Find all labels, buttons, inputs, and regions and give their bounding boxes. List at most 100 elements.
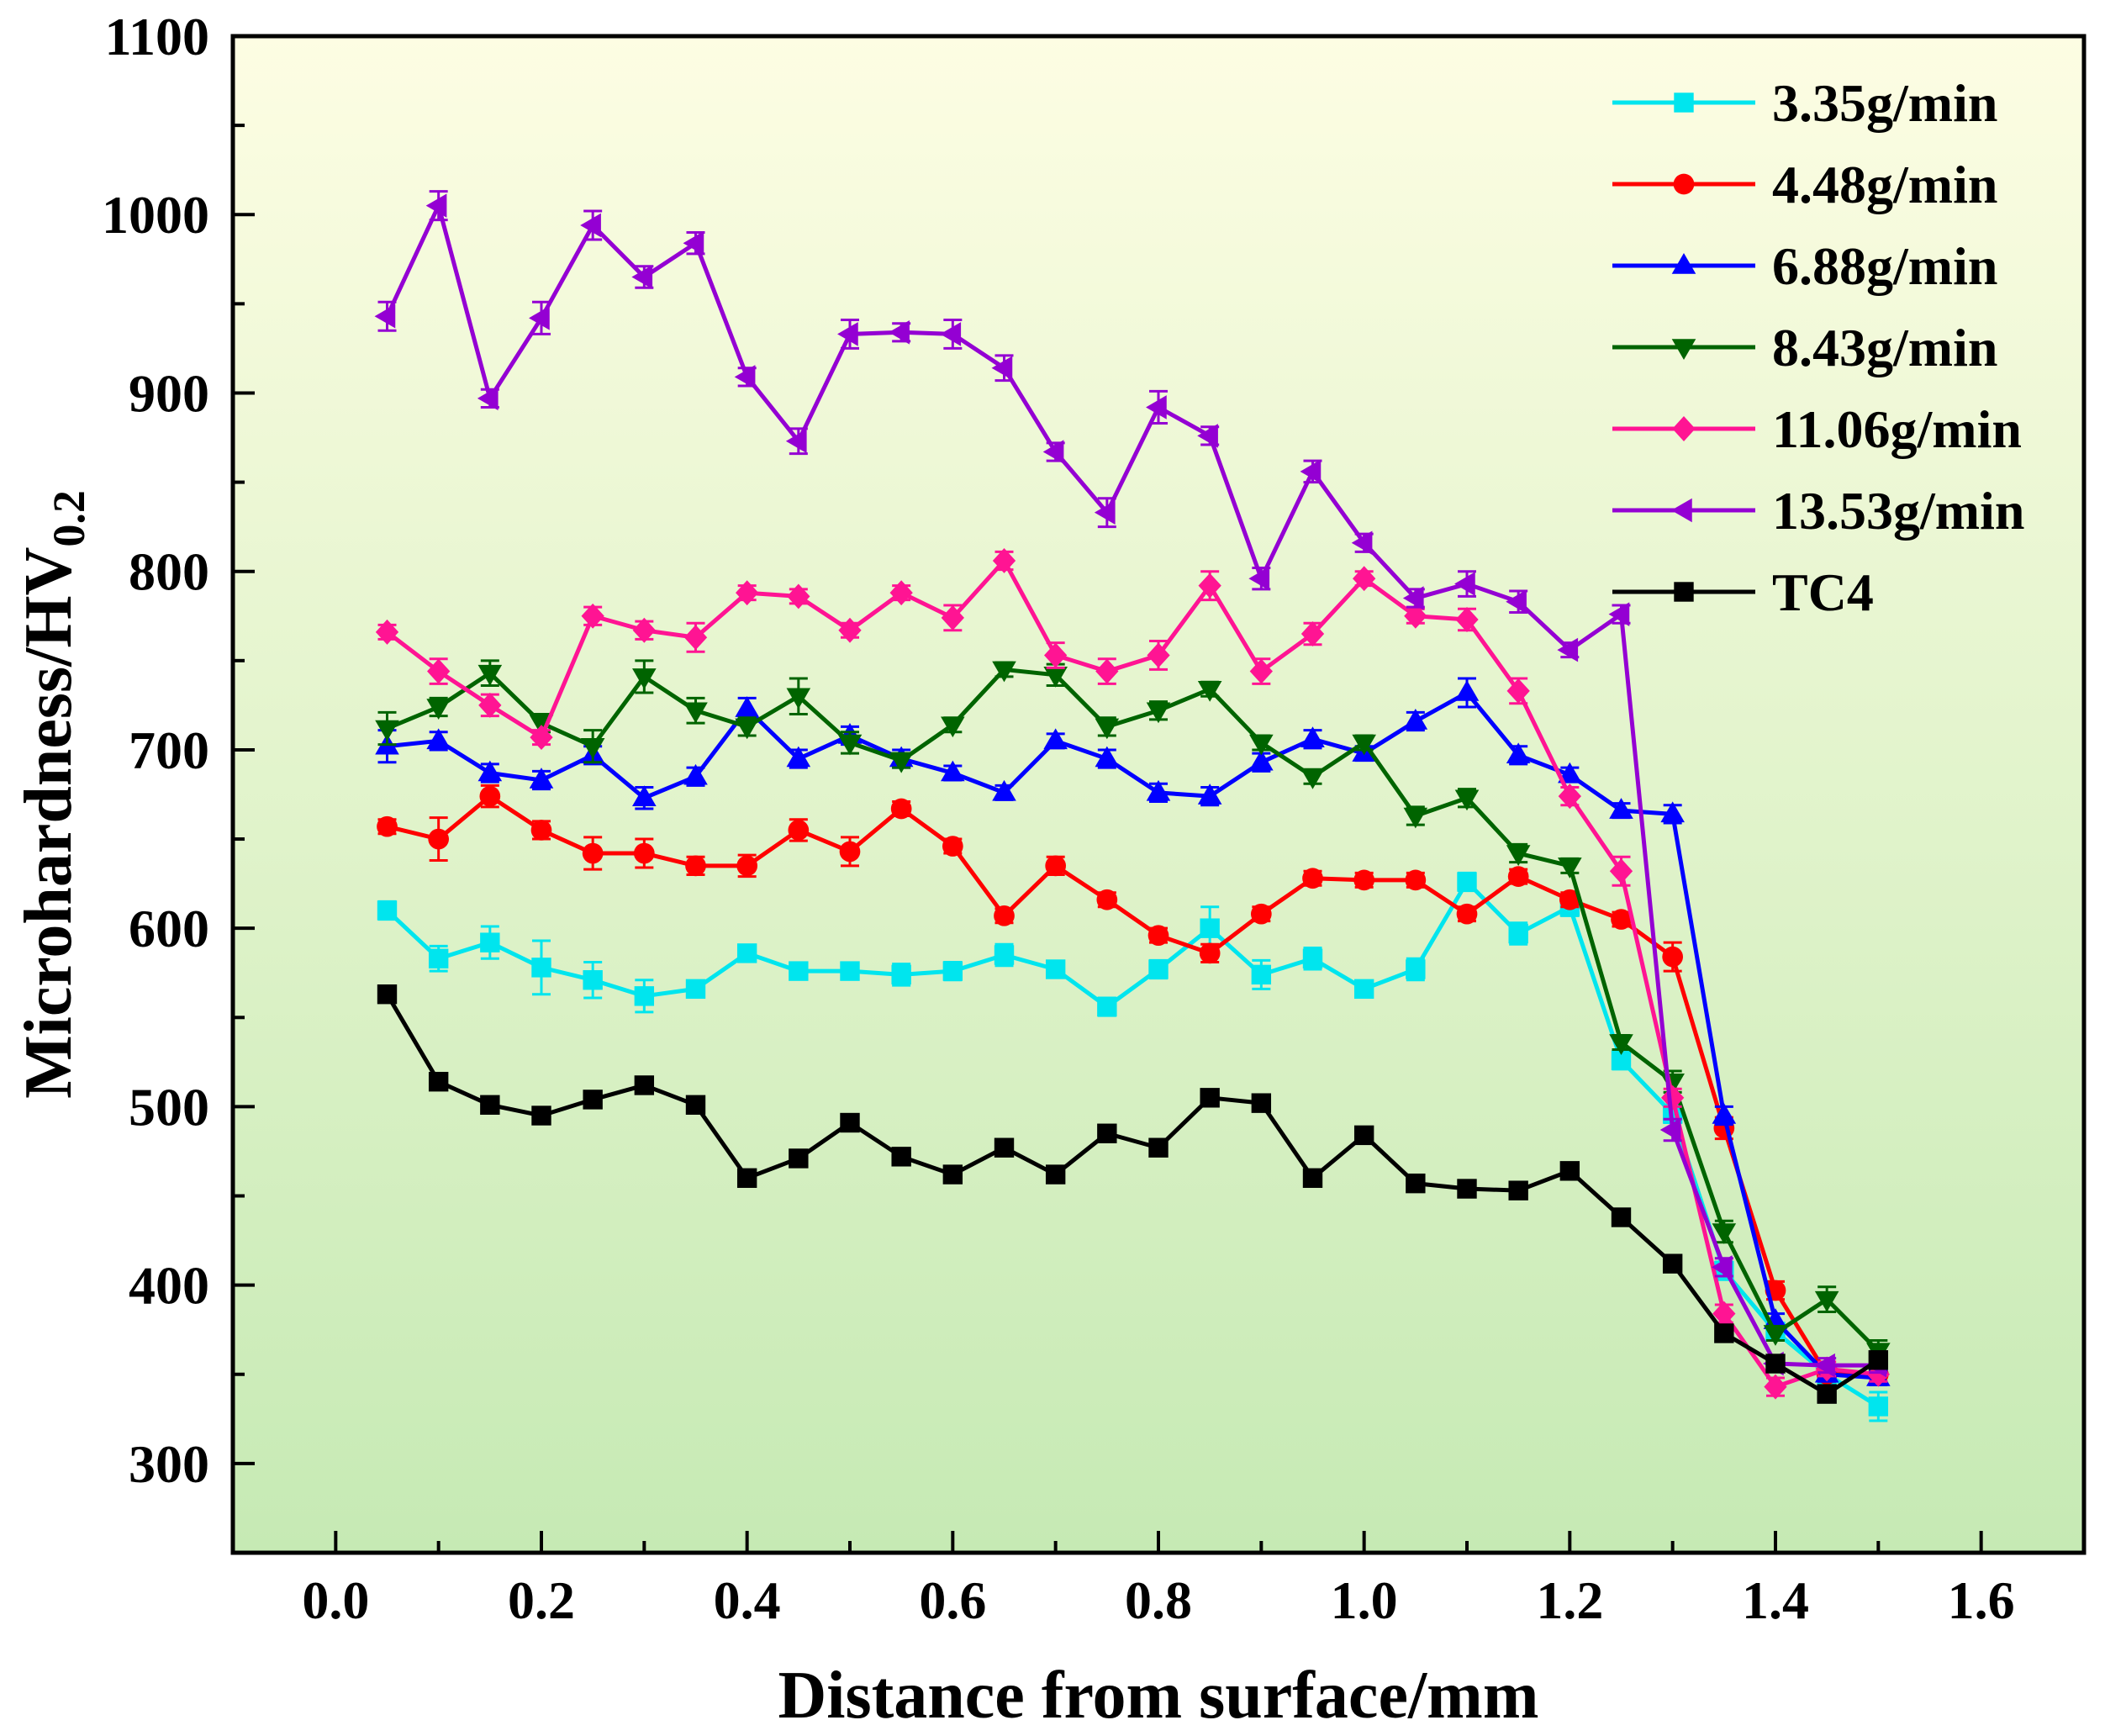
data-point xyxy=(1097,996,1117,1017)
data-point xyxy=(1248,566,1270,591)
data-point xyxy=(1507,866,1529,887)
data-point xyxy=(685,855,706,877)
data-point xyxy=(1406,959,1426,979)
data-point xyxy=(633,842,655,864)
data-point xyxy=(1558,784,1581,810)
legend-marker xyxy=(1674,92,1694,113)
data-point xyxy=(1454,789,1480,811)
data-point xyxy=(1197,681,1222,702)
data-point xyxy=(1457,872,1477,892)
data-point xyxy=(1404,603,1427,629)
x-tick-label: 1.0 xyxy=(1331,1570,1398,1630)
data-point xyxy=(1045,855,1067,877)
data-point xyxy=(426,728,451,750)
data-point xyxy=(736,580,759,606)
x-axis-label: Distance from surface/mm xyxy=(778,1659,1539,1733)
data-point xyxy=(1557,637,1579,662)
data-point xyxy=(425,193,447,218)
data-point xyxy=(1146,779,1171,801)
legend-marker xyxy=(1671,498,1692,523)
legend-marker xyxy=(1671,339,1696,360)
legend-entry: 8.43g/min xyxy=(1612,318,1997,377)
data-point xyxy=(736,855,758,877)
legend-marker xyxy=(1674,582,1694,602)
data-point xyxy=(583,970,603,990)
data-point xyxy=(1351,530,1373,556)
data-point xyxy=(942,961,963,981)
legend-label: 13.53g/min xyxy=(1772,481,2024,541)
data-point xyxy=(1045,959,1066,979)
data-point xyxy=(1300,768,1325,789)
data-point xyxy=(685,979,706,1000)
data-point xyxy=(1300,726,1325,747)
data-point xyxy=(994,905,1015,926)
legend-label: 4.48g/min xyxy=(1772,155,1997,214)
data-point xyxy=(1457,1179,1477,1199)
data-point xyxy=(1817,1384,1837,1404)
x-tick-label: 0.0 xyxy=(302,1570,369,1630)
y-tick-label: 400 xyxy=(129,1256,209,1316)
data-point xyxy=(1095,718,1120,740)
data-point xyxy=(428,1071,449,1092)
data-point xyxy=(994,1137,1015,1158)
data-point xyxy=(1302,868,1323,889)
data-point xyxy=(1611,1207,1632,1227)
data-point xyxy=(1454,572,1475,596)
x-tick-label: 1.4 xyxy=(1742,1570,1809,1630)
data-point xyxy=(1456,903,1478,925)
data-point xyxy=(1200,918,1220,938)
data-point xyxy=(1198,573,1221,599)
data-point xyxy=(889,752,914,773)
data-point xyxy=(1403,709,1428,730)
series-6.88g/min xyxy=(375,677,1891,1386)
data-point xyxy=(531,958,551,978)
axis-layer: 0.0 0.2 0.4 0.6 0.8 1.0 1.2 1.4 1.6 300 400 500 600 7… xyxy=(102,7,2086,1630)
data-point xyxy=(1506,678,1530,704)
data-point xyxy=(1095,746,1120,768)
data-point xyxy=(1558,857,1582,879)
data-point xyxy=(1251,964,1272,985)
data-point xyxy=(1764,1374,1787,1400)
data-point xyxy=(1045,1164,1066,1185)
data-point xyxy=(375,720,399,741)
data-point xyxy=(838,617,862,643)
data-point xyxy=(1148,1137,1169,1158)
data-point xyxy=(632,617,656,643)
data-point xyxy=(890,798,912,820)
data-point xyxy=(1249,658,1273,684)
x-tick-label: 0.2 xyxy=(508,1570,575,1630)
data-point xyxy=(1352,734,1376,756)
data-point xyxy=(840,961,860,981)
data-point xyxy=(428,948,449,968)
data-point xyxy=(1712,1103,1737,1124)
data-point xyxy=(1250,903,1272,925)
series-line xyxy=(385,203,1879,1368)
legend-marker xyxy=(1673,173,1695,195)
data-point xyxy=(1403,807,1428,829)
data-point xyxy=(1146,702,1171,724)
data-point xyxy=(1559,1161,1580,1181)
data-point xyxy=(994,945,1015,965)
data-point xyxy=(427,658,451,684)
data-point xyxy=(1096,889,1118,910)
data-point xyxy=(1712,1301,1736,1327)
data-point xyxy=(1765,1353,1786,1374)
data-point xyxy=(789,961,809,981)
data-point xyxy=(1506,845,1531,866)
data-point xyxy=(1097,1123,1117,1143)
legend-entry: 4.48g/min xyxy=(1612,155,1997,214)
data-point xyxy=(941,760,965,782)
y-tick-label: 1000 xyxy=(102,185,209,245)
legend-entry: 6.88g/min xyxy=(1612,236,1997,296)
data-point xyxy=(580,213,601,238)
data-point xyxy=(941,716,965,738)
data-point xyxy=(530,725,553,751)
data-point xyxy=(1249,749,1274,771)
data-point xyxy=(377,984,398,1005)
data-point xyxy=(1660,801,1685,823)
data-point xyxy=(1455,607,1479,632)
data-point xyxy=(1608,602,1630,626)
y-tick-label: 700 xyxy=(129,720,209,780)
data-point xyxy=(940,322,962,346)
